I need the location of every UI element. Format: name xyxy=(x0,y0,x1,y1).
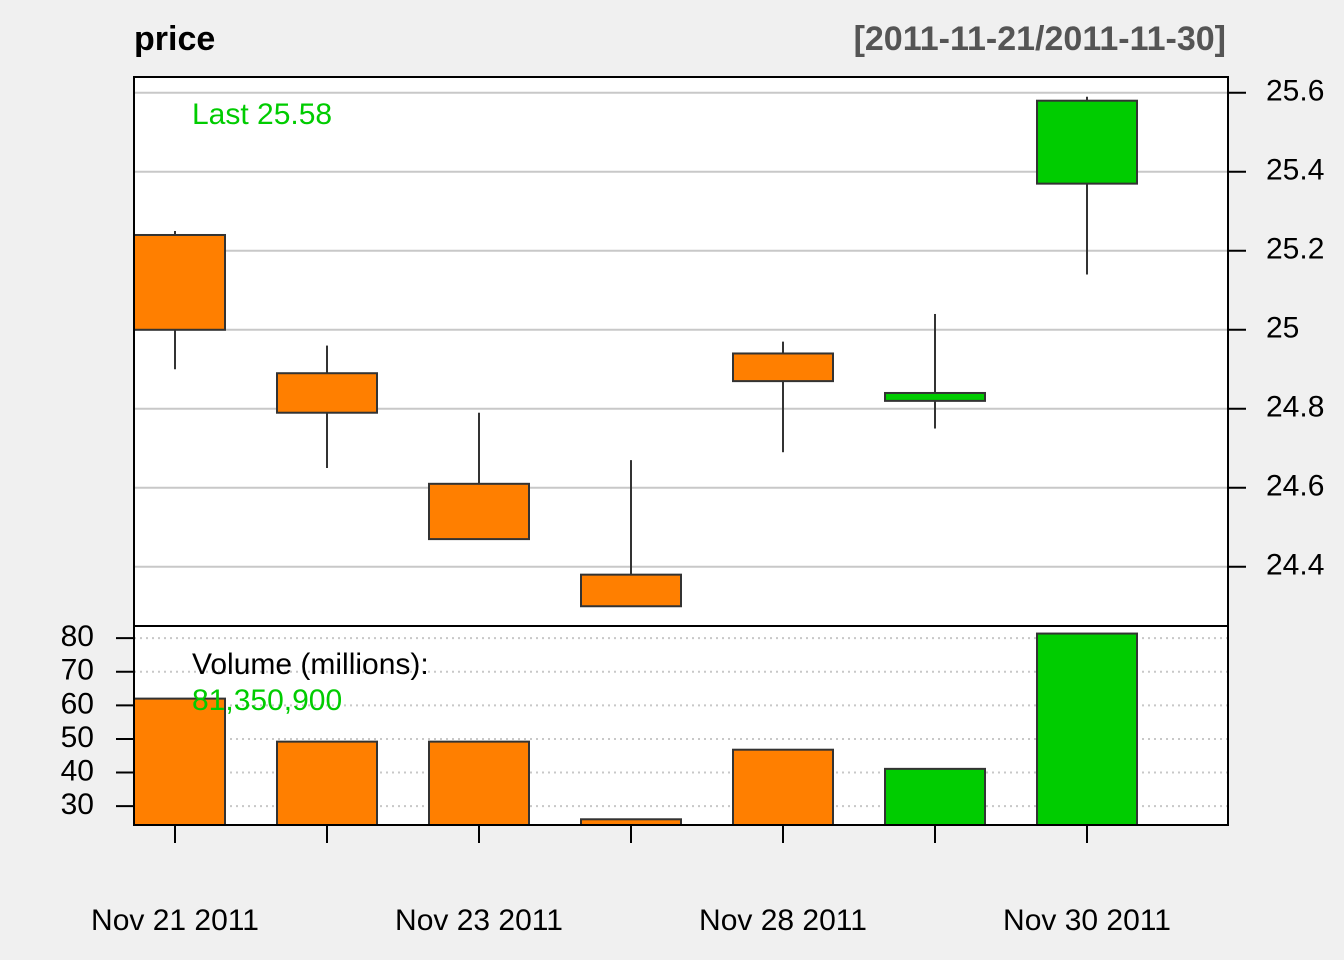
volume-label: Volume (millions): xyxy=(192,648,429,681)
candle-body xyxy=(580,573,682,608)
x-tick-label: Nov 23 2011 xyxy=(395,904,563,937)
volume-bar xyxy=(134,697,226,825)
y-tick-label: 24.8 xyxy=(1266,391,1324,424)
candle-body xyxy=(428,482,530,541)
y-tick-label: 50 xyxy=(61,721,94,754)
volume-bar xyxy=(884,767,986,825)
candle-body xyxy=(276,372,378,414)
y-tick-label: 25.6 xyxy=(1266,75,1324,108)
candle-body xyxy=(1036,99,1138,185)
y-tick-label: 25.4 xyxy=(1266,154,1324,187)
marks xyxy=(134,96,1138,825)
chart-title: price xyxy=(134,20,215,58)
volume-bar xyxy=(276,740,378,825)
frame xyxy=(133,76,1229,826)
candle-body xyxy=(134,233,226,331)
volume-bar xyxy=(732,748,834,825)
y-tick-label: 60 xyxy=(61,687,94,720)
x-tick-label: Nov 30 2011 xyxy=(1003,904,1171,937)
y-tick-label: 25 xyxy=(1266,312,1299,345)
y-tick-label: 40 xyxy=(61,754,94,787)
y-tick-label: 80 xyxy=(61,620,94,653)
y-tick-label: 25.2 xyxy=(1266,233,1324,266)
y-tick-label: 70 xyxy=(61,654,94,687)
candle-body xyxy=(884,391,986,402)
candle-body xyxy=(732,352,834,383)
x-tick-label: Nov 21 2011 xyxy=(91,904,259,937)
y-tick-label: 30 xyxy=(61,788,94,821)
last-price: Last 25.58 xyxy=(192,98,332,131)
volume-bar xyxy=(428,740,530,825)
x-tick-label: Nov 28 2011 xyxy=(699,904,867,937)
date-range: [2011-11-21/2011-11-30] xyxy=(854,20,1226,58)
volume-bar xyxy=(1036,632,1138,825)
volume-last: 81,350,900 xyxy=(192,684,342,717)
y-tick-label: 24.6 xyxy=(1266,470,1324,503)
y-tick-label: 24.4 xyxy=(1266,549,1324,582)
